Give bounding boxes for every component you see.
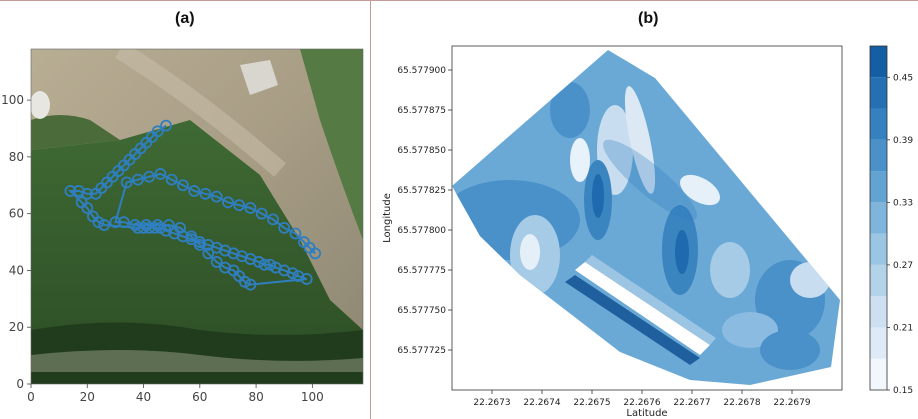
trajectory-point <box>160 119 172 132</box>
trajectory-point <box>233 199 246 212</box>
x-tick-label: 20 <box>80 390 95 404</box>
trajectory-point <box>267 213 279 226</box>
trajectory-point <box>309 247 322 260</box>
trajectory-point <box>143 170 156 183</box>
aerial-image <box>31 49 363 384</box>
y-tick-label: 65.577725 <box>397 346 446 356</box>
trajectory-point <box>199 187 212 200</box>
trajectory-point <box>219 261 232 274</box>
colorbar-frame <box>869 45 888 391</box>
trajectory-point <box>109 216 122 229</box>
x-tick-label: 22.2678 <box>723 398 760 408</box>
trajectory-point <box>132 173 144 186</box>
y-tick-label: 80 <box>9 150 24 164</box>
x-tick-label: 22.2675 <box>573 398 610 408</box>
colorbar-tick-label: 0.39 <box>893 136 913 146</box>
trajectory-point <box>89 187 102 200</box>
trajectory-point <box>286 267 299 280</box>
colorbar-tick-label: 0.27 <box>893 261 913 271</box>
x-tick-label: 60 <box>192 390 207 404</box>
trajectory-point <box>202 247 215 260</box>
trajectory-line <box>67 124 316 286</box>
panel-divider <box>370 0 371 419</box>
colorbar-segment <box>870 233 887 265</box>
trajectory-chart: 0 20 40 60 80 100 0 20 40 60 80 100 <box>1 48 364 404</box>
trajectory-point <box>244 202 257 214</box>
y-tick-label: 100 <box>1 93 24 107</box>
colorbar-segment <box>870 202 887 234</box>
trajectory-point <box>120 176 133 189</box>
trajectory-point <box>210 256 223 268</box>
trajectory-point <box>188 185 201 197</box>
trajectory-point <box>255 207 268 220</box>
panel-a-label: (a) <box>175 10 195 27</box>
y-tick-label: 40 <box>9 263 24 277</box>
colorbar-segment <box>870 108 887 140</box>
trajectory-point <box>72 185 85 197</box>
trajectory-point <box>151 219 164 231</box>
colorbar-segment <box>870 327 887 359</box>
panel-b-label: (b) <box>638 10 659 27</box>
colorbar-segment <box>870 264 887 297</box>
trajectory-point <box>165 173 178 186</box>
colorbar-tick-label: 0.33 <box>893 198 913 208</box>
colorbar-tick-label: 0.15 <box>893 386 913 396</box>
x-tick-label: 40 <box>136 390 151 404</box>
colorbar-segment <box>870 77 887 109</box>
trajectory-point <box>154 168 167 180</box>
y-tick-label: 20 <box>9 320 24 334</box>
x-tick-label: 22.2676 <box>623 398 660 408</box>
x-tick-label: 80 <box>248 390 263 404</box>
y-axis-label: Longitude <box>382 193 393 243</box>
x-tick-label: 100 <box>301 390 324 404</box>
colorbar-tick-label: 0.21 <box>893 323 913 333</box>
x-tick-label: 22.2673 <box>473 398 510 408</box>
x-tick-label: 22.2679 <box>773 398 810 408</box>
top-border <box>0 0 918 1</box>
trajectory-point <box>222 196 234 209</box>
trajectory-point <box>252 256 265 268</box>
trajectory-point <box>98 219 111 231</box>
y-tick-label: 65.577800 <box>397 226 446 236</box>
trajectory-point <box>117 216 130 229</box>
colorbar-segment <box>870 139 887 172</box>
y-tick-label: 65.577750 <box>397 306 446 316</box>
trajectory-point <box>92 216 105 229</box>
trajectory-point <box>289 227 302 240</box>
y-tick-label: 65.577825 <box>397 186 446 196</box>
trajectory-point <box>81 202 94 214</box>
trajectory-point <box>300 273 313 285</box>
trajectory-point <box>162 219 175 231</box>
y-tick-label: 65.577775 <box>397 266 446 276</box>
y-tick-label: 0 <box>16 377 24 391</box>
trajectory-point <box>258 258 271 271</box>
colorbar-segment <box>870 358 887 390</box>
x-axis-label: Latitude <box>626 408 667 419</box>
trajectory-point <box>174 221 187 234</box>
y-tick-label: 65.577900 <box>397 66 446 76</box>
trajectory-point <box>185 230 198 243</box>
y-tick-label: 65.577875 <box>397 106 446 116</box>
colorbar-segment <box>870 171 887 203</box>
trajectory-point <box>278 221 291 234</box>
contour-chart: 22.2673 22.2674 22.2675 22.2676 22.2677 22.26… <box>382 45 913 419</box>
y-tick-label: 60 <box>9 207 24 221</box>
colorbar-segment <box>870 296 887 328</box>
x-tick-label: 22.2674 <box>523 398 560 408</box>
trajectory-point <box>264 258 277 271</box>
trajectory-point <box>140 219 153 231</box>
trajectory-point <box>129 219 142 231</box>
x-tick-label: 22.2677 <box>673 398 710 408</box>
colorbar: 0.15 0.21 0.27 0.33 0.39 0.45 <box>869 45 913 396</box>
trajectory-point <box>64 185 77 197</box>
colorbar-tick-label: 0.45 <box>893 73 913 83</box>
y-tick-label: 65.577850 <box>397 146 446 156</box>
trajectory-point <box>177 179 189 192</box>
trajectory-point <box>210 190 223 203</box>
colorbar-segment <box>870 46 887 78</box>
trajectory-point <box>193 238 206 251</box>
x-tick-label: 0 <box>27 390 35 404</box>
trajectory-point <box>244 278 257 291</box>
